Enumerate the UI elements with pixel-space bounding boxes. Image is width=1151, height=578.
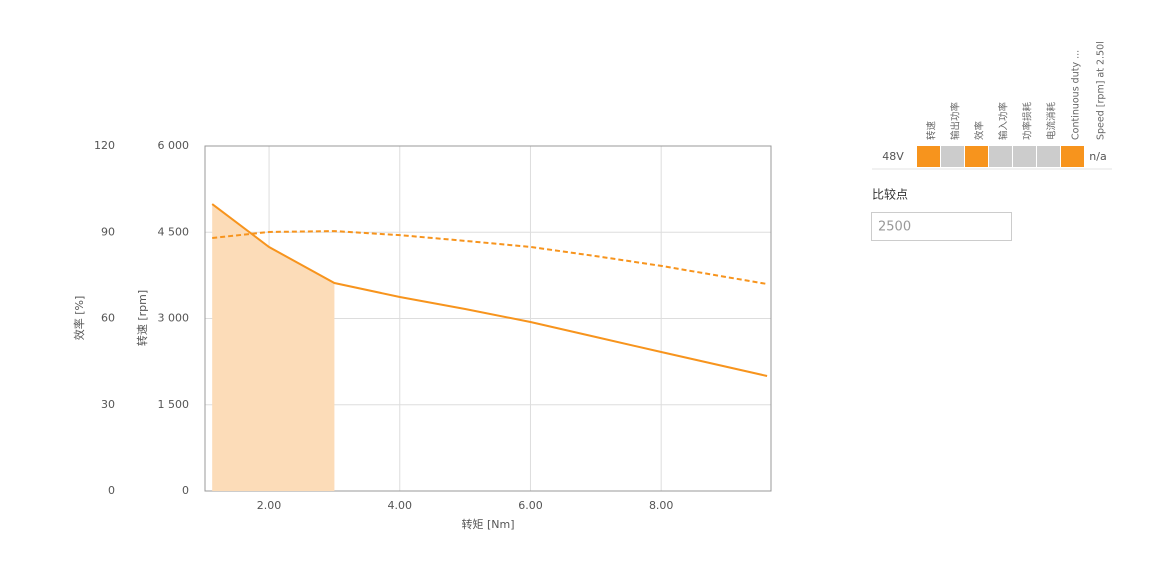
legend-header: 转速 [926, 120, 938, 140]
y2-tick-label: 90 [101, 225, 115, 238]
legend-cell [1013, 146, 1036, 167]
legend-header: 输入功率 [998, 101, 1010, 140]
legend-header: Continuous duty ... [1071, 50, 1082, 140]
y-tick-label: 6 000 [158, 139, 190, 152]
y2-tick-label: 0 [108, 484, 115, 497]
legend-header: Speed [rpm] at 2.50l [1096, 41, 1107, 140]
y2-axis-label: 效率 [%] [72, 296, 86, 341]
plot-frame [204, 145, 772, 492]
y-tick-label: 4 500 [158, 225, 190, 238]
legend-cell [989, 146, 1012, 167]
x-tick-label: 2.00 [257, 499, 282, 512]
y-tick-label: 3 000 [158, 312, 190, 325]
compare-value: 2500 [878, 220, 911, 235]
legend-cell [941, 146, 964, 167]
y2-tick-label: 60 [101, 312, 115, 325]
x-axis-label: 转矩 [Nm] [461, 517, 514, 531]
y2-tick-label: 30 [101, 398, 115, 411]
highlight-area [212, 204, 335, 491]
legend-cell [1037, 146, 1060, 167]
compare-input[interactable] [871, 212, 1012, 241]
legend-cell [917, 146, 940, 167]
legend-header: 功率损耗 [1022, 101, 1034, 140]
legend-header: 效率 [974, 120, 986, 140]
row-label: 48V [882, 150, 904, 163]
y-tick-label: 1 500 [158, 398, 190, 411]
legend-header: 电流消耗 [1046, 101, 1058, 140]
y2-tick-label: 120 [94, 139, 115, 152]
x-tick-label: 8.00 [649, 499, 674, 512]
x-tick-label: 4.00 [388, 499, 413, 512]
legend-header: 输出功率 [950, 101, 962, 140]
row-value: n/a [1089, 150, 1106, 163]
legend-cell [1061, 146, 1084, 167]
y-tick-label: 0 [182, 484, 189, 497]
legend-cell [965, 146, 988, 167]
compare-label: 比较点 [872, 187, 908, 202]
y-axis-label: 转速 [rpm] [135, 290, 149, 346]
series-line [211, 203, 768, 377]
x-tick-label: 6.00 [518, 499, 543, 512]
